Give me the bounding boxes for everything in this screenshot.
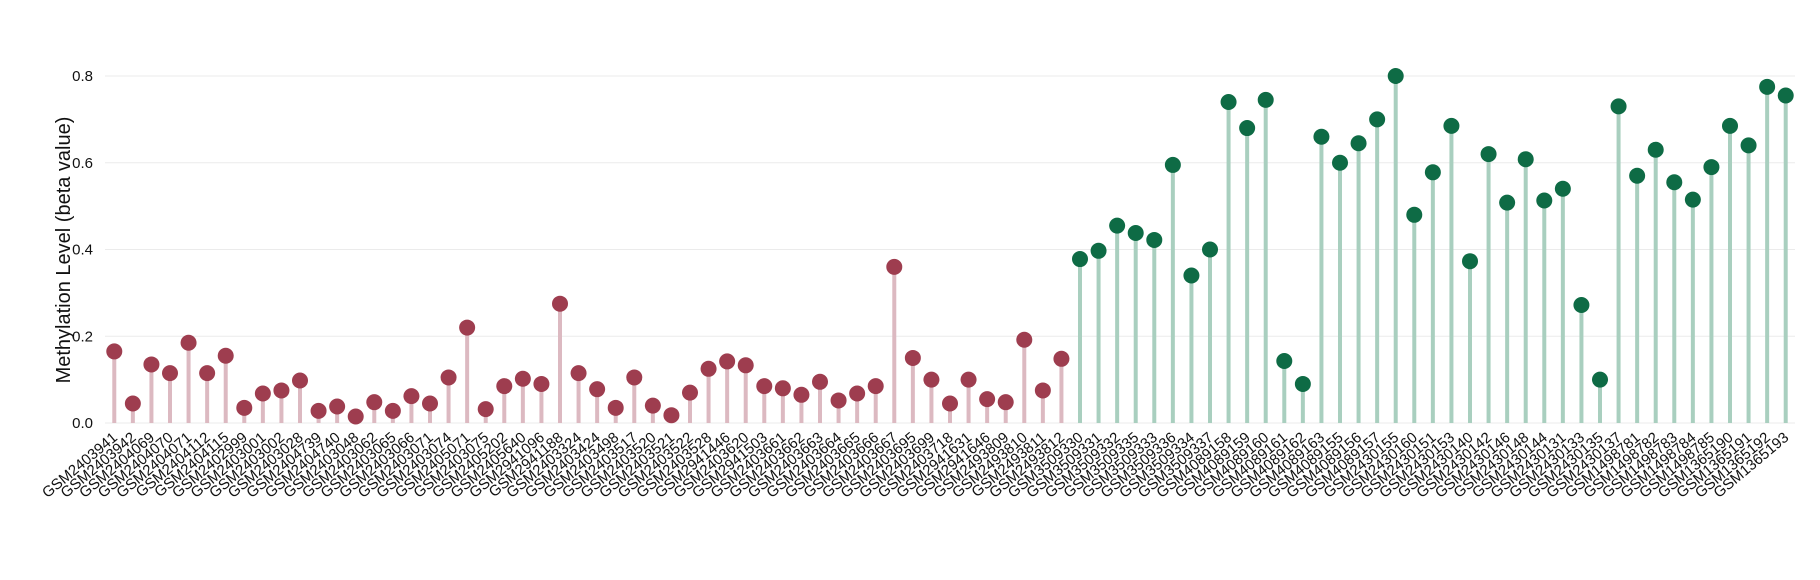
dot (1462, 253, 1478, 270)
dot (1759, 78, 1776, 95)
y-tick-label: 0.4 (72, 242, 93, 259)
dot (254, 385, 271, 402)
dot (1536, 192, 1553, 209)
dot (347, 408, 364, 425)
dot (1666, 174, 1683, 191)
dot (1406, 206, 1423, 223)
dot (1109, 217, 1126, 234)
dot (942, 395, 958, 412)
dot (1220, 94, 1237, 111)
dot (700, 360, 717, 377)
dot (1629, 167, 1646, 184)
dot (124, 395, 141, 412)
dot (737, 357, 754, 374)
dot (867, 378, 884, 395)
dot (1480, 146, 1497, 163)
y-tick-label: 0.6 (72, 155, 93, 172)
dot (1350, 135, 1367, 152)
dot (1183, 267, 1200, 284)
dot (1332, 154, 1348, 171)
dot (904, 349, 921, 366)
dot (143, 356, 160, 373)
dot (1740, 137, 1757, 154)
dot (440, 369, 457, 386)
dot (793, 386, 810, 403)
dot (310, 402, 327, 419)
y-axis-label: Methylation Level (beta value) (53, 117, 75, 384)
dot (1090, 242, 1107, 259)
dot (830, 392, 847, 409)
dot (886, 258, 903, 275)
dot (1257, 91, 1274, 108)
dot (273, 382, 290, 399)
dot (1684, 191, 1701, 208)
dot (1053, 350, 1070, 367)
dot (1554, 180, 1571, 197)
dot (1127, 225, 1144, 242)
dot (1424, 164, 1441, 181)
dot (1610, 98, 1627, 115)
dot (1294, 375, 1311, 392)
dot (292, 372, 308, 389)
y-tick-label: 0.2 (72, 328, 93, 345)
dot (1647, 141, 1664, 158)
dot (1313, 128, 1330, 145)
dot (719, 353, 736, 370)
dot (1777, 87, 1794, 104)
dot (979, 391, 996, 408)
dot (496, 378, 513, 395)
dot (366, 394, 383, 411)
dot (1703, 159, 1720, 176)
y-tick-label: 0.0 (72, 415, 93, 432)
dot (1276, 352, 1293, 369)
dot (1573, 297, 1590, 314)
dot (589, 381, 606, 398)
dot (403, 388, 420, 405)
dot (1072, 251, 1088, 268)
dot (1034, 382, 1051, 399)
dot (1146, 231, 1163, 248)
dot (552, 295, 568, 312)
y-tick-label: 0.8 (72, 68, 93, 85)
dot (533, 375, 550, 392)
dot (514, 370, 531, 387)
dot (180, 334, 197, 351)
dot (644, 397, 661, 414)
dot (1592, 371, 1608, 388)
dot (162, 365, 178, 382)
dot (1387, 68, 1404, 84)
dot (459, 319, 476, 336)
dot (422, 395, 438, 412)
dot (236, 399, 253, 416)
dot (960, 371, 977, 388)
dot (682, 384, 698, 401)
dot (663, 407, 680, 424)
dot (106, 343, 123, 360)
dot (997, 394, 1014, 411)
dot (1164, 156, 1181, 173)
dot (1443, 117, 1460, 134)
dot (756, 378, 773, 395)
dot (923, 371, 940, 388)
dot (812, 373, 828, 390)
dot (607, 399, 624, 416)
dot (217, 347, 234, 364)
dot (1499, 194, 1516, 211)
dot (1369, 111, 1386, 128)
dot (1517, 151, 1534, 168)
dot (477, 401, 494, 418)
dot (1016, 331, 1033, 348)
dot (570, 365, 587, 382)
dot (849, 385, 866, 402)
dot (774, 380, 791, 397)
dot (1202, 241, 1218, 258)
dot (329, 398, 346, 415)
dot (1722, 117, 1738, 134)
dot (1239, 120, 1256, 137)
dot (199, 365, 216, 382)
dot (384, 402, 401, 419)
dot (626, 369, 643, 386)
